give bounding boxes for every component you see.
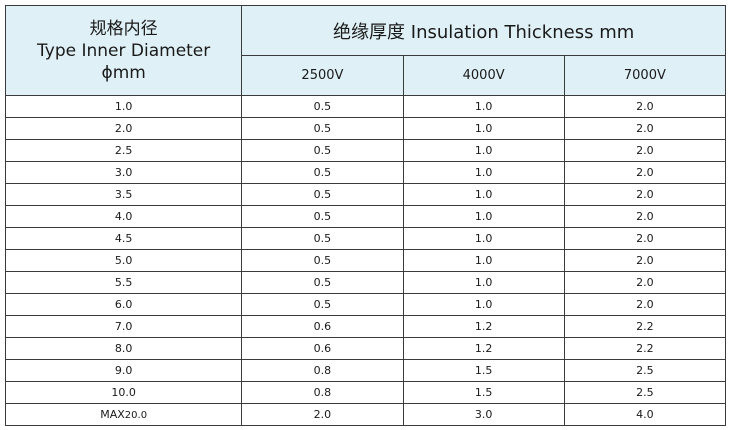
thickness-7000-cell: 2.0: [563, 249, 727, 272]
thickness-2500-cell: 0.5: [241, 293, 404, 316]
voltage-header-4000: 4000V: [402, 55, 565, 96]
insulation-thickness-header: 绝缘厚度 Insulation Thickness mm: [241, 5, 726, 56]
thickness-7000-cell: 2.0: [563, 227, 727, 250]
thickness-4000-cell: 1.5: [402, 359, 565, 382]
max-size-value: 20.0: [124, 410, 148, 421]
thickness-4000-cell: 1.0: [402, 205, 565, 228]
thickness-4000-cell: 1.0: [402, 183, 565, 206]
table-row: 7.0 0.6 1.2 2.2: [4, 315, 727, 338]
size-cell: 5.0: [4, 249, 243, 272]
size-cell-max: MAX20.0: [4, 403, 243, 426]
inner-diameter-header: 规格内径 Type Inner Diameter ϕmm: [4, 5, 243, 96]
thickness-2500-cell: 0.5: [241, 227, 404, 250]
table-row: 6.0 0.5 1.0 2.0: [4, 293, 727, 316]
thickness-7000-cell: 2.0: [563, 183, 727, 206]
table-row: 3.0 0.5 1.0 2.0: [4, 161, 727, 184]
size-cell: 6.0: [4, 293, 243, 316]
thickness-2500-cell: 2.0: [241, 403, 404, 426]
thickness-7000-cell: 2.0: [563, 139, 727, 162]
table-row: 2.5 0.5 1.0 2.0: [4, 139, 727, 162]
insulation-thickness-table: 规格内径 Type Inner Diameter ϕmm 绝缘厚度 Insula…: [4, 5, 727, 426]
inner-diameter-header-cn: 规格内径: [89, 18, 158, 39]
table-row: 3.5 0.5 1.0 2.0: [4, 183, 727, 206]
thickness-7000-cell: 2.0: [563, 161, 727, 184]
thickness-2500-cell: 0.5: [241, 183, 404, 206]
thickness-4000-cell: 1.0: [402, 249, 565, 272]
size-cell: 3.0: [4, 161, 243, 184]
table-row: 9.0 0.8 1.5 2.5: [4, 359, 727, 382]
thickness-4000-cell: 1.0: [402, 95, 565, 118]
table-row: 2.0 0.5 1.0 2.0: [4, 117, 727, 140]
thickness-7000-cell: 2.2: [563, 315, 727, 338]
thickness-4000-cell: 3.0: [402, 403, 565, 426]
size-cell: 3.5: [4, 183, 243, 206]
thickness-2500-cell: 0.5: [241, 139, 404, 162]
thickness-7000-cell: 2.5: [563, 381, 727, 404]
table-row: 5.5 0.5 1.0 2.0: [4, 271, 727, 294]
thickness-7000-cell: 4.0: [563, 403, 727, 426]
thickness-2500-cell: 0.5: [241, 249, 404, 272]
voltage-header-7000: 7000V: [563, 55, 727, 96]
thickness-7000-cell: 2.0: [563, 293, 727, 316]
thickness-2500-cell: 0.5: [241, 117, 404, 140]
thickness-7000-cell: 2.2: [563, 337, 727, 360]
inner-diameter-header-unit: ϕmm: [101, 62, 146, 83]
table-body: 1.0 0.5 1.0 2.0 2.0 0.5 1.0 2.0 2.5 0.5 …: [4, 95, 727, 426]
size-cell: 4.5: [4, 227, 243, 250]
max-prefix: MAX: [100, 408, 125, 421]
thickness-7000-cell: 2.0: [563, 95, 727, 118]
table-row: 8.0 0.6 1.2 2.2: [4, 337, 727, 360]
thickness-2500-cell: 0.8: [241, 359, 404, 382]
thickness-2500-cell: 0.5: [241, 271, 404, 294]
table-row: MAX20.0 2.0 3.0 4.0: [4, 403, 727, 426]
thickness-7000-cell: 2.5: [563, 359, 727, 382]
thickness-2500-cell: 0.5: [241, 161, 404, 184]
thickness-4000-cell: 1.2: [402, 315, 565, 338]
thickness-4000-cell: 1.0: [402, 227, 565, 250]
inner-diameter-header-en: Type Inner Diameter: [37, 40, 211, 61]
thickness-7000-cell: 2.0: [563, 271, 727, 294]
table-row: 5.0 0.5 1.0 2.0: [4, 249, 727, 272]
size-cell: 4.0: [4, 205, 243, 228]
thickness-2500-cell: 0.6: [241, 337, 404, 360]
thickness-4000-cell: 1.2: [402, 337, 565, 360]
voltage-header-2500: 2500V: [241, 55, 404, 96]
table-row: 4.0 0.5 1.0 2.0: [4, 205, 727, 228]
size-cell: 2.0: [4, 117, 243, 140]
size-cell: 10.0: [4, 381, 243, 404]
thickness-4000-cell: 1.0: [402, 139, 565, 162]
thickness-2500-cell: 0.6: [241, 315, 404, 338]
table-row: 10.0 0.8 1.5 2.5: [4, 381, 727, 404]
thickness-4000-cell: 1.0: [402, 117, 565, 140]
thickness-4000-cell: 1.0: [402, 293, 565, 316]
size-cell: 8.0: [4, 337, 243, 360]
size-cell: 1.0: [4, 95, 243, 118]
thickness-2500-cell: 0.8: [241, 381, 404, 404]
size-cell: 7.0: [4, 315, 243, 338]
table-row: 1.0 0.5 1.0 2.0: [4, 95, 727, 118]
thickness-7000-cell: 2.0: [563, 117, 727, 140]
size-cell: 9.0: [4, 359, 243, 382]
size-cell: 2.5: [4, 139, 243, 162]
thickness-2500-cell: 0.5: [241, 95, 404, 118]
table-row: 4.5 0.5 1.0 2.0: [4, 227, 727, 250]
thickness-4000-cell: 1.5: [402, 381, 565, 404]
thickness-7000-cell: 2.0: [563, 205, 727, 228]
size-cell: 5.5: [4, 271, 243, 294]
thickness-2500-cell: 0.5: [241, 205, 404, 228]
thickness-4000-cell: 1.0: [402, 161, 565, 184]
thickness-4000-cell: 1.0: [402, 271, 565, 294]
